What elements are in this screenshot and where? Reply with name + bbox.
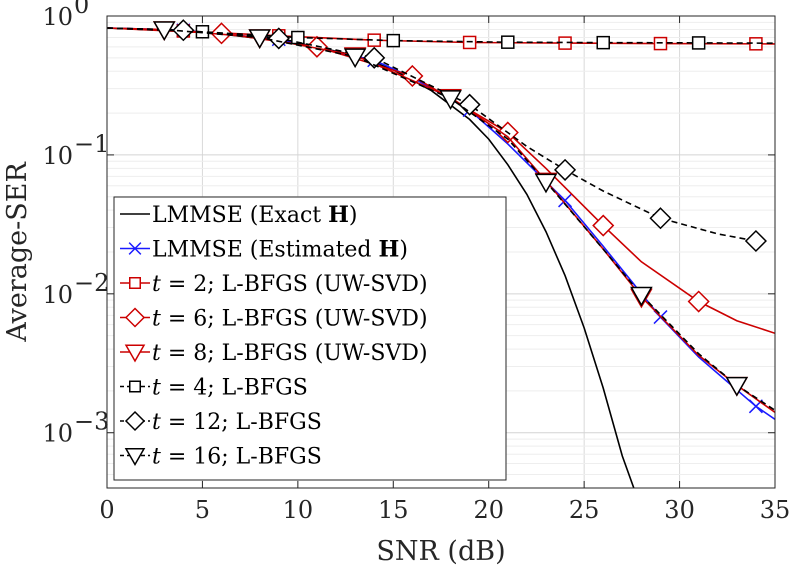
legend-marker bbox=[124, 410, 146, 432]
legend-entry-7: t = 12; L-BFGS bbox=[152, 410, 322, 435]
legend-text: LMMSE (Estimated bbox=[152, 238, 379, 263]
legend-marker bbox=[124, 448, 146, 467]
series-marker bbox=[343, 48, 367, 69]
legend-marker bbox=[124, 344, 146, 363]
y-tick-exponent: −1 bbox=[74, 130, 109, 158]
legend-marker bbox=[124, 307, 146, 328]
series-marker bbox=[653, 36, 668, 51]
legend-entry-4: t = 6; L-BFGS (UW-SVD) bbox=[152, 307, 428, 332]
data-series bbox=[107, 19, 775, 488]
legend-entry-6: t = 4; L-BFGS bbox=[152, 376, 308, 401]
legend-text: = 8; L-BFGS (UW-SVD) bbox=[161, 341, 428, 366]
series-marker bbox=[267, 27, 290, 50]
legend-symbol: t bbox=[152, 376, 161, 401]
y-tick-label: 10 bbox=[42, 3, 73, 31]
legend-marker bbox=[129, 380, 141, 393]
series-marker bbox=[558, 193, 573, 208]
y-tick-exponent: 0 bbox=[74, 0, 89, 19]
series-marker bbox=[458, 93, 481, 116]
legend-text: = 16; L-BFGS bbox=[161, 445, 322, 470]
legend-entry-2: LMMSE (Estimated H) bbox=[152, 237, 408, 263]
legend-text: ) bbox=[349, 203, 358, 228]
series-marker bbox=[649, 207, 672, 230]
legend-symbol: t bbox=[152, 272, 161, 297]
series-marker bbox=[172, 19, 195, 42]
y-tick-label: 10 bbox=[42, 281, 73, 309]
legend-symbol: H bbox=[379, 237, 400, 263]
series-marker bbox=[439, 90, 462, 110]
x-tick-label: 30 bbox=[664, 496, 695, 524]
y-tick-label: 10 bbox=[42, 420, 73, 448]
series-line bbox=[107, 27, 775, 414]
legend-text: = 4; L-BFGS bbox=[161, 376, 308, 401]
x-tick-label: 25 bbox=[569, 496, 600, 524]
y-tick-exponent: −3 bbox=[74, 408, 109, 436]
series-marker bbox=[691, 36, 706, 50]
legend-entry-1: LMMSE (Exact H) bbox=[152, 202, 358, 228]
legend-symbol: t bbox=[152, 341, 161, 366]
legend-marker bbox=[128, 242, 142, 255]
series-marker bbox=[152, 21, 176, 41]
legend-entry-3: t = 2; L-BFGS (UW-SVD) bbox=[152, 272, 428, 297]
legend-text: ) bbox=[399, 238, 408, 263]
series-marker bbox=[687, 290, 710, 313]
x-tick-label: 10 bbox=[283, 496, 314, 524]
series-marker bbox=[501, 35, 515, 49]
series-marker bbox=[386, 33, 401, 48]
legend-symbol: t bbox=[152, 307, 161, 332]
series-marker bbox=[596, 35, 610, 50]
series-marker bbox=[363, 46, 386, 69]
y-tick-label: 10 bbox=[42, 142, 73, 170]
series-marker bbox=[291, 30, 305, 45]
y-axis-label: Average-SER bbox=[2, 162, 33, 343]
series-marker bbox=[248, 29, 271, 50]
series-8 bbox=[107, 21, 775, 411]
x-tick-label: 35 bbox=[760, 496, 789, 524]
series-marker bbox=[630, 286, 653, 307]
legend-box bbox=[113, 196, 507, 481]
series-marker bbox=[592, 214, 615, 237]
legend-symbol: t bbox=[152, 410, 161, 435]
x-tick-label: 15 bbox=[378, 496, 409, 524]
legend-entry-8: t = 16; L-BFGS bbox=[152, 445, 322, 470]
x-tick-label: 5 bbox=[195, 496, 210, 524]
legend-text: = 12; L-BFGS bbox=[161, 410, 322, 435]
x-tick-label: 0 bbox=[99, 496, 114, 524]
series-line bbox=[107, 27, 775, 411]
y-tick-exponent: −2 bbox=[74, 269, 109, 297]
series-marker bbox=[725, 376, 749, 397]
legend-symbol: t bbox=[152, 445, 161, 470]
legend-entry-5: t = 8; L-BFGS (UW-SVD) bbox=[152, 341, 428, 366]
series-marker bbox=[534, 173, 558, 194]
x-axis-label: SNR (dB) bbox=[376, 536, 505, 567]
series-marker bbox=[553, 158, 577, 181]
series-marker bbox=[744, 229, 767, 253]
plot-area-frame bbox=[106, 15, 776, 489]
chart-legend: LMMSE (Exact H)LMMSE (Estimated H)t = 2;… bbox=[113, 196, 507, 481]
legend-text: = 2; L-BFGS (UW-SVD) bbox=[161, 272, 428, 297]
legend-symbol: H bbox=[328, 202, 349, 228]
legend-text: = 6; L-BFGS (UW-SVD) bbox=[161, 307, 428, 332]
legend-text: LMMSE (Exact bbox=[152, 203, 328, 228]
legend-marker bbox=[129, 277, 141, 289]
x-tick-label: 20 bbox=[473, 496, 504, 524]
